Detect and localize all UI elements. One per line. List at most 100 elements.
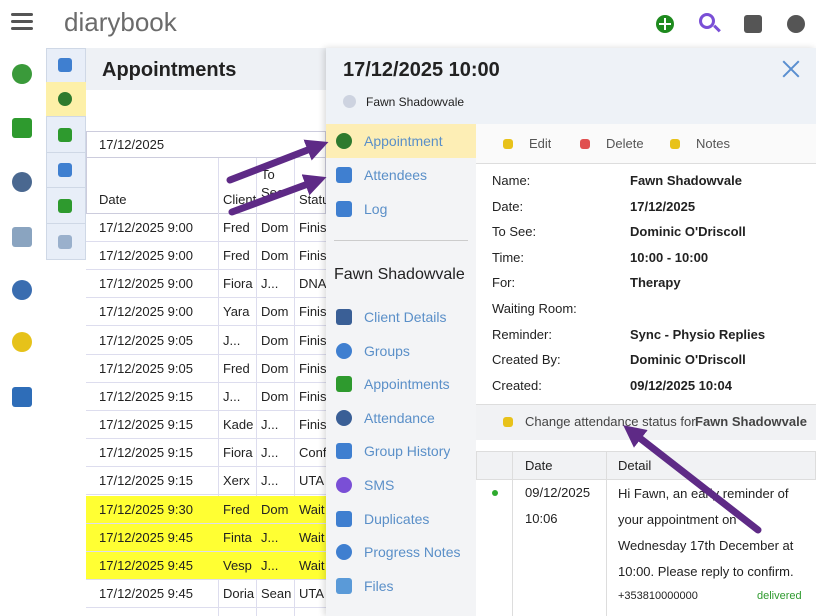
message-date: 09/12/2025 (525, 485, 591, 500)
detail-label: Created: (492, 377, 542, 393)
client-nav-link[interactable]: Progress Notes (364, 544, 461, 561)
client-nav-link[interactable]: Attendance (364, 409, 435, 426)
attendance-icon (503, 417, 513, 427)
detail-label: Created By: (492, 352, 561, 368)
cell: Sean (261, 585, 292, 601)
panel-title: 17/12/2025 10:00 (343, 59, 500, 81)
panel-nav-link[interactable]: Log (364, 201, 388, 217)
cell: 17/12/2025 9:00 (99, 248, 193, 264)
sub-sidebar-item[interactable] (46, 189, 86, 224)
plus-v (664, 18, 666, 30)
cell: 17/12/2025 9:05 (99, 332, 193, 348)
cell: Finis (299, 248, 327, 264)
sub-sidebar-item[interactable] (46, 153, 86, 188)
toolbar-button[interactable]: Delete (606, 136, 644, 151)
appointment-row[interactable] (86, 355, 326, 383)
cell: Fiora (223, 276, 253, 292)
appointment-row[interactable] (86, 298, 326, 327)
sub-sidebar-item[interactable] (46, 225, 86, 260)
detail-value: 09/12/2025 10:04 (630, 377, 732, 393)
cell: 17/12/2025 9:30 (99, 501, 193, 517)
nav-person[interactable] (12, 280, 32, 300)
appointment-row[interactable] (86, 495, 326, 524)
cell: Finis (299, 304, 327, 320)
user-button[interactable] (787, 15, 805, 33)
cell: 17/12/2025 9:00 (99, 304, 193, 320)
cell: Fred (223, 501, 250, 517)
nav-money[interactable] (12, 387, 32, 407)
nav-clock[interactable] (12, 64, 32, 84)
client-nav-link[interactable]: SMS (364, 477, 395, 493)
cell: J... (261, 417, 279, 433)
client-nav-icon (336, 443, 352, 460)
client-nav-icon (336, 409, 352, 426)
cell: Finis (299, 360, 327, 376)
client-nav-link[interactable]: Duplicates (364, 510, 430, 527)
detail-label: For: (492, 275, 516, 291)
detail-value: 10:00 - 10:00 (630, 249, 709, 265)
client-nav-icon (336, 544, 352, 561)
appointment-row[interactable] (86, 270, 326, 299)
sub-sidebar-item[interactable] (46, 118, 86, 153)
appointment-row[interactable] (86, 327, 326, 355)
search-handle (713, 24, 721, 33)
cell: 17/12/2025 9:15 (99, 445, 193, 461)
detail-label: Waiting Room: (492, 301, 577, 316)
client-nav-icon (336, 342, 352, 359)
client-nav-link[interactable]: Group History (364, 443, 451, 460)
cell: J... (223, 388, 241, 404)
cell: Dom (261, 220, 289, 235)
cell: 17/12/2025 9:45 (99, 585, 193, 601)
cell: Fiora (223, 445, 253, 461)
appointments-header (86, 48, 326, 90)
search-button[interactable] (699, 13, 715, 29)
detail-label: Name: (492, 173, 531, 188)
nav-messages[interactable] (12, 227, 32, 247)
panel-nav-link[interactable]: Appointment (364, 133, 443, 149)
appointment-row[interactable] (86, 580, 326, 608)
cell: UTA (299, 473, 325, 489)
detail-value: Dominic O'Driscoll (630, 224, 746, 240)
appointment-row[interactable] (86, 383, 326, 411)
detail-label: Reminder: (492, 326, 552, 342)
nav-clients[interactable] (12, 172, 32, 192)
toolbar-button[interactable]: Notes (696, 136, 730, 151)
client-nav-link[interactable]: Appointments (364, 376, 450, 393)
nav-flowers[interactable] (12, 332, 32, 352)
cell: Yara (223, 304, 250, 320)
client-nav-link[interactable]: Files (364, 577, 394, 594)
nav-calendar[interactable] (12, 118, 32, 138)
cell: 17/12/2025 9:15 (99, 473, 193, 489)
cell: Fred (223, 220, 250, 235)
message-time: 10:06 (525, 511, 558, 526)
date-filter-text: 17/12/2025 (99, 137, 165, 152)
messages-column: Date (525, 458, 553, 473)
panel-nav-link[interactable]: Attendees (364, 167, 428, 183)
detail-value: Fawn Shadowvale (630, 173, 742, 188)
client-nav-link[interactable]: Client Details (364, 309, 447, 325)
toolbar-button[interactable]: Edit (529, 136, 552, 151)
client-nav-link[interactable]: Groups (364, 342, 410, 359)
detail-value: 17/12/2025 (630, 198, 696, 214)
appointment-row[interactable] (86, 214, 326, 242)
cell: Dom (261, 248, 289, 264)
appointment-row[interactable] (86, 551, 326, 580)
column-header: Client (223, 192, 257, 207)
notifications-button[interactable] (744, 15, 762, 33)
appointment-row[interactable] (86, 523, 326, 552)
column-divider (256, 158, 257, 616)
menu-button[interactable] (11, 13, 33, 31)
sub-sidebar-icon (58, 163, 72, 177)
message-text: Hi Fawn, an early reminder of your appoi… (618, 486, 794, 579)
sub-sidebar-icon (58, 199, 72, 213)
nav-icon (336, 167, 352, 183)
appointment-row[interactable] (86, 467, 326, 496)
appointment-row[interactable] (86, 439, 326, 468)
appointment-row[interactable] (86, 411, 326, 440)
appointment-row[interactable] (86, 242, 326, 271)
cell: Doria (223, 585, 255, 601)
cell: Xerx (223, 473, 250, 489)
cell: Finis (299, 332, 327, 348)
cell: 17/12/2025 9:15 (99, 388, 193, 404)
